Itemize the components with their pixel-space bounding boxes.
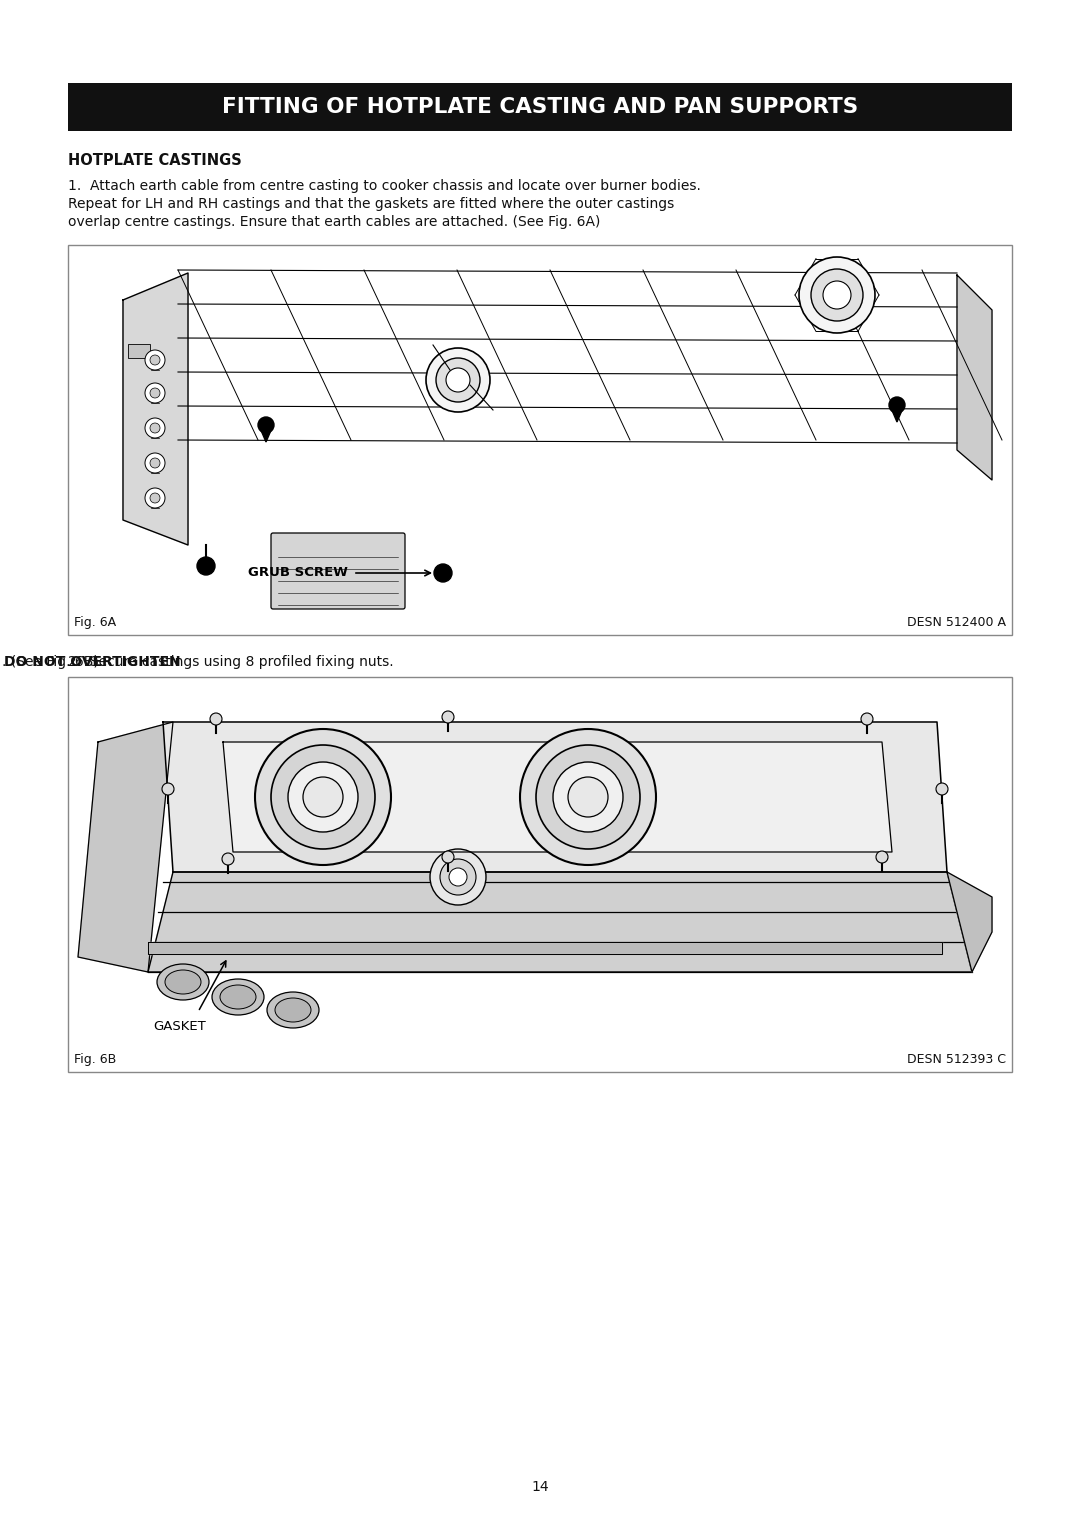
Text: GRUB SCREW: GRUB SCREW [248, 567, 348, 580]
Circle shape [426, 348, 490, 412]
Text: Fig. 6B: Fig. 6B [75, 1054, 117, 1066]
Circle shape [436, 357, 480, 402]
Circle shape [876, 851, 888, 863]
Circle shape [150, 493, 160, 502]
Circle shape [255, 728, 391, 864]
Text: DO NOT OVERTIGHTEN: DO NOT OVERTIGHTEN [4, 655, 180, 669]
Text: Fig. 6A: Fig. 6A [75, 615, 117, 629]
Circle shape [440, 860, 476, 895]
Bar [68, 244, 1012, 635]
Bar [68, 82, 1012, 131]
Circle shape [446, 368, 470, 392]
Circle shape [568, 777, 608, 817]
Circle shape [430, 849, 486, 906]
Circle shape [145, 418, 165, 438]
Text: HOTPLATE CASTINGS: HOTPLATE CASTINGS [68, 153, 242, 168]
Circle shape [258, 417, 274, 434]
Circle shape [145, 454, 165, 473]
Circle shape [145, 489, 165, 508]
Circle shape [303, 777, 343, 817]
Text: 1.  Attach earth cable from centre casting to cooker chassis and locate over bur: 1. Attach earth cable from centre castin… [68, 179, 701, 192]
Circle shape [434, 563, 453, 582]
Circle shape [271, 745, 375, 849]
Ellipse shape [275, 999, 311, 1022]
Text: . (See Fig. 6B).: . (See Fig. 6B). [2, 655, 103, 669]
Circle shape [150, 388, 160, 399]
Polygon shape [123, 273, 188, 545]
Circle shape [150, 354, 160, 365]
Text: Repeat for LH and RH castings and that the gaskets are fitted where the outer ca: Repeat for LH and RH castings and that t… [68, 197, 674, 211]
Bar [129, 344, 150, 357]
Polygon shape [78, 722, 173, 973]
Polygon shape [222, 742, 892, 852]
FancyBboxPatch shape [271, 533, 405, 609]
Circle shape [210, 713, 222, 725]
Circle shape [442, 712, 454, 722]
Circle shape [145, 383, 165, 403]
Text: 2.  Secure castings using 8 profiled fixing nuts.: 2. Secure castings using 8 profiled fixi… [68, 655, 399, 669]
Circle shape [150, 423, 160, 434]
Text: GASKET: GASKET [153, 1020, 206, 1032]
Circle shape [811, 269, 863, 321]
Circle shape [222, 854, 234, 864]
Circle shape [442, 851, 454, 863]
Ellipse shape [267, 993, 319, 1028]
Circle shape [861, 713, 873, 725]
Circle shape [519, 728, 656, 864]
Polygon shape [148, 942, 942, 954]
Text: FITTING OF HOTPLATE CASTING AND PAN SUPPORTS: FITTING OF HOTPLATE CASTING AND PAN SUPP… [221, 98, 859, 118]
Polygon shape [947, 872, 993, 973]
Circle shape [449, 867, 467, 886]
Bar [68, 676, 1012, 1072]
Circle shape [936, 783, 948, 796]
Text: DESN 512393 C: DESN 512393 C [907, 1054, 1005, 1066]
Circle shape [823, 281, 851, 308]
Text: DESN 512400 A: DESN 512400 A [907, 615, 1005, 629]
Ellipse shape [212, 979, 264, 1015]
Circle shape [288, 762, 357, 832]
Circle shape [889, 397, 905, 412]
Polygon shape [163, 722, 947, 872]
Ellipse shape [165, 970, 201, 994]
Polygon shape [148, 872, 972, 973]
Circle shape [145, 350, 165, 370]
Ellipse shape [220, 985, 256, 1009]
Circle shape [536, 745, 640, 849]
Polygon shape [891, 408, 903, 421]
Circle shape [162, 783, 174, 796]
Polygon shape [957, 275, 993, 479]
Circle shape [150, 458, 160, 467]
Circle shape [553, 762, 623, 832]
Circle shape [799, 257, 875, 333]
Circle shape [197, 557, 215, 576]
Ellipse shape [157, 964, 210, 1000]
Text: 14: 14 [531, 1480, 549, 1493]
Polygon shape [260, 428, 272, 441]
Text: overlap centre castings. Ensure that earth cables are attached. (See Fig. 6A): overlap centre castings. Ensure that ear… [68, 215, 600, 229]
